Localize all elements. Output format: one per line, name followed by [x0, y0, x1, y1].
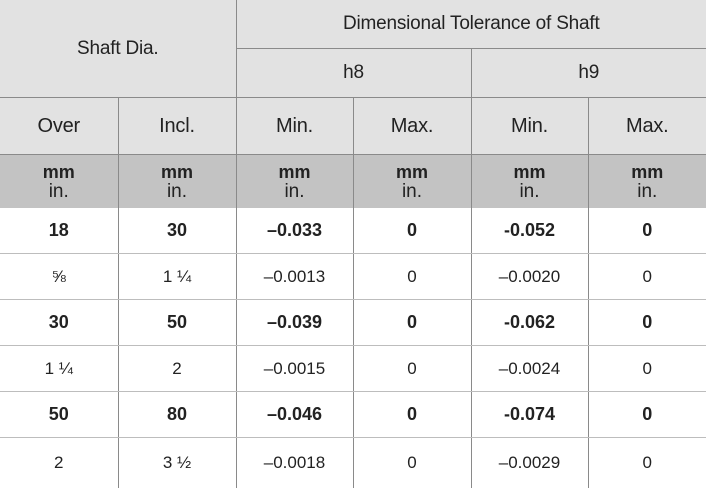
unit-mm: mm: [278, 161, 311, 182]
over-cell: 50: [0, 391, 118, 438]
col-h8-max-header: Max.: [352, 97, 471, 155]
h9-min-cell: –0.0024: [470, 345, 588, 392]
h8-max-cell: 0: [352, 299, 471, 346]
unit-in: in.: [284, 180, 305, 202]
shaft-dia-header: Shaft Dia.: [0, 0, 236, 98]
h9-max-cell: 0: [587, 253, 707, 300]
unit-cell: mm in.: [235, 154, 353, 208]
h8-max-cell: 0: [352, 437, 471, 488]
col-h8-min-header: Min.: [235, 97, 353, 155]
tolerance-title-header: Dimensional Tolerance of Shaft: [235, 0, 707, 49]
unit-in: in.: [637, 180, 658, 202]
h9-max-cell: 0: [587, 299, 707, 346]
unit-cell: mm in.: [117, 154, 236, 208]
unit-in: in.: [166, 180, 188, 202]
incl-cell: 80: [117, 391, 236, 438]
unit-cell: mm in.: [587, 154, 707, 208]
incl-cell: 3 ½: [117, 437, 236, 488]
h9-min-cell: –0.0020: [470, 253, 588, 300]
table-row-mm: 18 30 –0.033 0 -0.052 0: [0, 208, 707, 254]
header-row-title: Shaft Dia. Dimensional Tolerance of Shaf…: [0, 0, 707, 98]
header-row-grades: h8 h9: [0, 48, 707, 98]
h9-max-cell: 0: [587, 391, 707, 438]
col-over-header: Over: [0, 97, 118, 155]
h8-min-cell: –0.0015: [235, 345, 353, 392]
header-row-columns: Over Incl. Min. Max. Min. Max.: [0, 97, 707, 155]
h9-max-cell: 0: [587, 345, 707, 392]
unit-in: in.: [519, 180, 540, 202]
h9-min-cell: -0.052: [470, 208, 588, 254]
over-cell: ⅝: [0, 253, 118, 300]
table-row-mm: 30 50 –0.039 0 -0.062 0: [0, 299, 707, 346]
incl-cell: 30: [117, 208, 236, 254]
h9-max-cell: 0: [587, 437, 707, 488]
table-row-in: 1 ¼ 2 –0.0015 0 –0.0024 0: [0, 345, 707, 392]
unit-cell: mm in.: [0, 154, 118, 208]
col-incl-header: Incl.: [117, 97, 236, 155]
table-row-mm: 50 80 –0.046 0 -0.074 0: [0, 391, 707, 438]
grade-h8-header: h8: [235, 48, 471, 98]
over-cell: 2: [0, 437, 118, 488]
col-h9-max-header: Max.: [587, 97, 707, 155]
h8-min-cell: –0.033: [235, 208, 353, 254]
incl-cell: 50: [117, 299, 236, 346]
unit-mm: mm: [395, 161, 428, 182]
unit-cell: mm in.: [470, 154, 588, 208]
unit-mm: mm: [513, 161, 546, 182]
h8-max-cell: 0: [352, 391, 471, 438]
h9-min-cell: -0.074: [470, 391, 588, 438]
incl-cell: 1 ¼: [117, 253, 236, 300]
h9-min-cell: -0.062: [470, 299, 588, 346]
h8-min-cell: –0.039: [235, 299, 353, 346]
unit-in: in.: [48, 180, 69, 202]
unit-mm: mm: [631, 161, 664, 182]
h9-max-cell: 0: [587, 208, 707, 254]
over-cell: 1 ¼: [0, 345, 118, 392]
table-row-in: 2 3 ½ –0.0018 0 –0.0029 0: [0, 437, 707, 488]
unit-mm: mm: [160, 161, 193, 182]
over-cell: 30: [0, 299, 118, 346]
h8-min-cell: –0.046: [235, 391, 353, 438]
h8-max-cell: 0: [352, 253, 471, 300]
h8-max-cell: 0: [352, 345, 471, 392]
col-h9-min-header: Min.: [470, 97, 588, 155]
over-cell: 18: [0, 208, 118, 254]
units-row: mm in. mm in. mm in. mm in. mm in. mm in.: [0, 154, 707, 208]
incl-cell: 2: [117, 345, 236, 392]
h8-min-cell: –0.0018: [235, 437, 353, 488]
h9-min-cell: –0.0029: [470, 437, 588, 488]
unit-cell: mm in.: [352, 154, 471, 208]
h8-min-cell: –0.0013: [235, 253, 353, 300]
unit-mm: mm: [42, 161, 75, 182]
unit-in: in.: [401, 180, 423, 202]
table-row-in: ⅝ 1 ¼ –0.0013 0 –0.0020 0: [0, 253, 707, 300]
h8-max-cell: 0: [352, 208, 471, 254]
grade-h9-header: h9: [470, 48, 707, 98]
